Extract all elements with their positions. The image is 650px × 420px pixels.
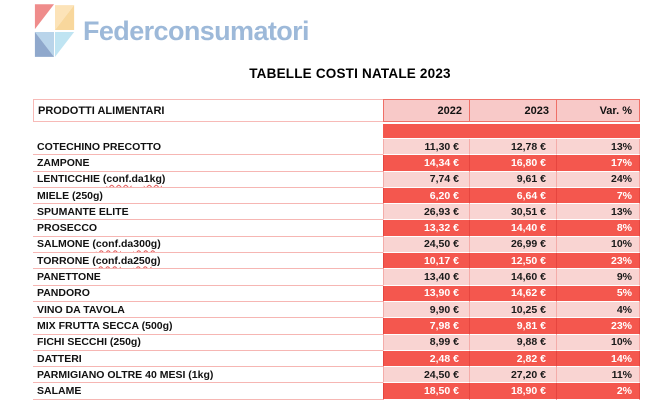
variation-percent: 14% — [556, 350, 640, 368]
price-2022: 24,50 € — [383, 367, 469, 384]
price-2023: 12,50 € — [469, 253, 556, 270]
variation-percent: 7% — [556, 187, 640, 205]
variation-percent: 24% — [556, 171, 640, 188]
table-row: MIELE (250g) 6,20 €6,64 €7% — [33, 187, 640, 205]
table-row: PANETTONE 13,40 €14,60 €9% — [33, 269, 640, 286]
variation-percent: 9% — [556, 269, 640, 286]
price-2023: 26,99 € — [469, 236, 556, 254]
variation-percent: 17% — [556, 155, 640, 172]
product-name: MIX FRUTTA SECCA (500g) — [33, 318, 383, 335]
table-row: MIX FRUTTA SECCA (500g) 7,98 €9,81 €23% — [33, 318, 640, 335]
price-table: PRODOTTI ALIMENTARI 2022 2023 Var. % COT… — [33, 99, 640, 400]
product-name: MIELE (250g) — [33, 187, 383, 205]
price-2023: 9,61 € — [469, 171, 556, 188]
product-name: TORRONE (conf. da 250g) — [33, 253, 383, 270]
price-2023: 10,25 € — [469, 301, 556, 319]
column-header-2022: 2022 — [383, 99, 469, 122]
price-2023: 27,20 € — [469, 367, 556, 384]
table-row: SALAME 18,50 €18,90 €2% — [33, 383, 640, 400]
table-row: PANDORO 13,90 €14,62 €5% — [33, 285, 640, 302]
variation-percent: 10% — [556, 334, 640, 351]
table-row: TORRONE (conf. da 250g) 10,17 €12,50 €23% — [33, 253, 640, 270]
column-header-2023: 2023 — [469, 99, 556, 122]
price-2022: 13,40 € — [383, 269, 469, 286]
price-2022: 24,50 € — [383, 236, 469, 254]
variation-percent: 11% — [556, 367, 640, 384]
table-row: FICHI SECCHI (250g) 8,99 €9,88 €10% — [33, 334, 640, 351]
logo: Federconsumatori — [33, 3, 310, 59]
table-row: PROSECCO 13,32 €14,40 €8% — [33, 220, 640, 237]
page-title: TABELLE COSTI NATALE 2023 — [249, 66, 451, 81]
price-2023: 18,90 € — [469, 383, 556, 400]
product-name: PANDORO — [33, 285, 383, 302]
product-name: FICHI SECCHI (250g) — [33, 334, 383, 351]
table-body: COTECHINO PRECOTTO 11,30 €12,78 €13% ZAMPO… — [33, 139, 640, 400]
product-name: ZAMPONE — [33, 155, 383, 172]
table-row: DATTERI 2,48 €2,82 €14% — [33, 350, 640, 368]
variation-percent: 13% — [556, 139, 640, 156]
price-2022: 10,17 € — [383, 253, 469, 270]
product-name: PARMIGIANO OLTRE 40 MESI (1kg) — [33, 367, 383, 384]
product-name: PROSECCO — [33, 220, 383, 237]
column-header-product: PRODOTTI ALIMENTARI — [33, 99, 383, 122]
product-name: SALAME — [33, 383, 383, 400]
price-2023: 30,51 € — [469, 204, 556, 221]
product-name: LENTICCHIE (conf. da 1kg) — [33, 171, 383, 188]
price-2022: 14,34 € — [383, 155, 469, 172]
price-2023: 14,60 € — [469, 269, 556, 286]
price-2022: 18,50 € — [383, 383, 469, 400]
product-name: SALMONE (conf. da 300g) — [33, 236, 383, 254]
table-row: PARMIGIANO OLTRE 40 MESI (1kg) 24,50 €27,… — [33, 367, 640, 384]
price-2022: 6,20 € — [383, 187, 469, 205]
variation-percent: 23% — [556, 253, 640, 270]
variation-percent: 23% — [556, 318, 640, 335]
column-header-variation: Var. % — [556, 99, 640, 122]
table-row: ZAMPONE 14,34 €16,80 €17% — [33, 155, 640, 172]
product-name: DATTERI — [33, 350, 383, 368]
price-2023: 12,78 € — [469, 139, 556, 156]
logo-mark-icon — [34, 4, 75, 57]
price-2022: 7,98 € — [383, 318, 469, 335]
price-2022: 13,32 € — [383, 220, 469, 237]
table-row: COTECHINO PRECOTTO 11,30 €12,78 €13% — [33, 139, 640, 156]
table-row: VINO DA TAVOLA 9,90 €10,25 €4% — [33, 301, 640, 319]
table-row: SPUMANTE ELITE 26,93 €30,51 €13% — [33, 204, 640, 221]
variation-percent: 5% — [556, 285, 640, 302]
price-2023: 14,40 € — [469, 220, 556, 237]
table-header-row: PRODOTTI ALIMENTARI 2022 2023 Var. % — [33, 99, 640, 122]
price-2023: 9,81 € — [469, 318, 556, 335]
price-2022: 26,93 € — [383, 204, 469, 221]
product-name: PANETTONE — [33, 269, 383, 286]
table-row: SALMONE (conf. da 300g) 24,50 €26,99 €10% — [33, 236, 640, 254]
price-2023: 9,88 € — [469, 334, 556, 351]
table-spacer-row — [33, 124, 640, 138]
price-2023: 16,80 € — [469, 155, 556, 172]
price-2023: 2,82 € — [469, 350, 556, 368]
variation-percent: 13% — [556, 204, 640, 221]
price-2022: 8,99 € — [383, 334, 469, 351]
price-2023: 14,62 € — [469, 285, 556, 302]
spacer-band — [383, 124, 640, 138]
product-name: VINO DA TAVOLA — [33, 301, 383, 319]
table-row: LENTICCHIE (conf. da 1kg) 7,74 €9,61 €24% — [33, 171, 640, 188]
price-2023: 6,64 € — [469, 187, 556, 205]
price-2022: 11,30 € — [383, 139, 469, 156]
price-2022: 9,90 € — [383, 301, 469, 319]
variation-percent: 2% — [556, 383, 640, 400]
price-2022: 7,74 € — [383, 171, 469, 188]
product-name: SPUMANTE ELITE — [33, 204, 383, 221]
product-name: COTECHINO PRECOTTO — [33, 139, 383, 156]
variation-percent: 4% — [556, 301, 640, 319]
variation-percent: 8% — [556, 220, 640, 237]
variation-percent: 10% — [556, 236, 640, 254]
price-2022: 2,48 € — [383, 350, 469, 368]
price-2022: 13,90 € — [383, 285, 469, 302]
logo-text: Federconsumatori — [83, 15, 310, 46]
